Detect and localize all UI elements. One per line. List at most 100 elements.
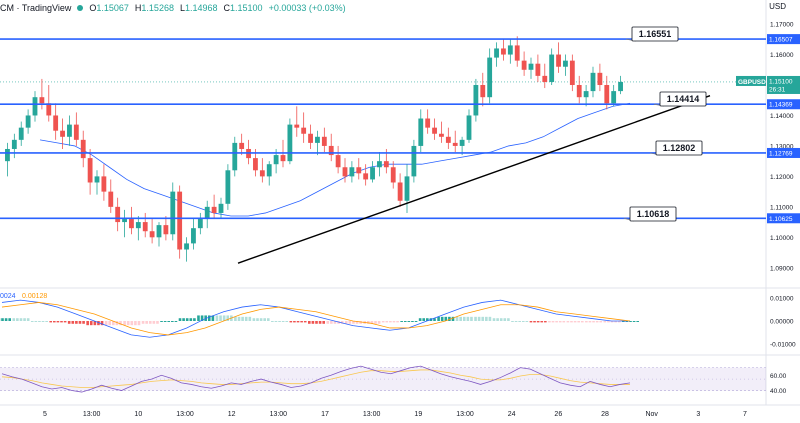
macd-histogram-bar	[536, 321, 540, 323]
macd-readout-signal: 0.00128	[22, 293, 47, 300]
rsi-tick-label: 60.00	[770, 373, 787, 380]
macd-histogram-bar	[570, 321, 573, 323]
bar-countdown-label: 26:31	[769, 86, 786, 93]
chart-title: CM · TradingView	[0, 3, 72, 13]
candle-body	[480, 85, 486, 98]
candle-body	[301, 127, 307, 134]
macd-histogram-bar	[38, 321, 41, 322]
candle-body	[115, 206, 121, 223]
level-price-tag	[767, 213, 800, 224]
macd-histogram-bar	[326, 321, 330, 324]
macd-histogram-bar	[219, 315, 222, 321]
candle-body	[135, 222, 141, 229]
macd-histogram-bar	[614, 321, 617, 323]
macd-histogram-bar	[134, 321, 137, 326]
macd-histogram-bar	[108, 321, 112, 326]
candle-body	[439, 133, 444, 137]
candle-body	[39, 97, 45, 104]
macd-histogram-bar	[418, 318, 422, 321]
macd-histogram-bar	[496, 318, 499, 321]
macd-histogram-bar	[481, 316, 485, 321]
candle-body	[507, 45, 513, 55]
candle-body	[349, 167, 355, 177]
price-tick-label: 1.16000	[770, 52, 794, 59]
macd-histogram-bar	[459, 316, 462, 321]
macd-histogram-bar	[97, 321, 100, 326]
candle-body	[259, 170, 265, 177]
macd-histogram-bar	[234, 316, 237, 321]
macd-histogram-bar	[433, 318, 436, 321]
macd-histogram-bar	[507, 318, 510, 321]
macd-histogram-bar	[241, 316, 244, 321]
time-tick-label: 13:00	[270, 411, 288, 418]
macd-histogram-bar	[315, 321, 318, 324]
time-tick-label: 3	[696, 411, 700, 418]
macd-histogram-bar	[53, 321, 56, 323]
candle-body	[494, 48, 499, 58]
macd-histogram-bar	[256, 318, 259, 321]
macd-histogram-bar	[263, 318, 266, 321]
macd-histogram-bar	[566, 321, 570, 323]
candle-body	[156, 225, 162, 238]
macd-histogram-bar	[71, 321, 75, 324]
candle-body	[521, 60, 527, 70]
price-tick-label: 1.14000	[770, 113, 794, 120]
candle-body	[445, 136, 451, 143]
macd-histogram-bar	[308, 321, 311, 324]
candle-body	[108, 191, 114, 207]
macd-histogram-bar	[215, 315, 219, 321]
level-price-label: 1.10625	[769, 216, 793, 223]
level-callout-label: 1.10618	[637, 209, 670, 219]
macd-histogram-bar	[75, 321, 78, 324]
macd-histogram-bar	[381, 321, 385, 323]
macd-histogram-bar	[525, 321, 529, 322]
candle-body	[576, 85, 582, 98]
macd-histogram-bar	[148, 321, 152, 324]
candle-body	[73, 124, 79, 140]
candle-body	[473, 85, 479, 116]
candle-body	[466, 115, 472, 140]
candle-body	[11, 139, 17, 149]
macd-histogram-bar	[488, 316, 492, 321]
level-price-label: 1.14369	[769, 102, 793, 109]
macd-histogram-bar	[197, 315, 200, 321]
macd-histogram-bar	[340, 321, 344, 324]
macd-histogram-bar	[610, 321, 614, 323]
macd-histogram-bar	[293, 321, 296, 323]
level-price-tag	[767, 99, 800, 110]
macd-histogram-bar	[271, 321, 274, 322]
candle-body	[377, 161, 382, 168]
macd-histogram-bar	[49, 321, 53, 323]
candle-body	[342, 167, 348, 177]
macd-histogram-bar	[289, 321, 293, 323]
level-price-tag	[767, 147, 800, 158]
price-tick-label: 1.12000	[770, 174, 794, 181]
candle-body	[542, 75, 548, 82]
macd-histogram-bar	[274, 321, 278, 322]
macd-histogram-bar	[222, 315, 226, 321]
ohlc-close: C1.15100	[223, 3, 263, 13]
candle-body	[294, 124, 300, 128]
macd-histogram-bar	[514, 321, 518, 322]
macd-histogram-bar	[333, 321, 337, 324]
candle-body	[604, 85, 610, 104]
time-tick-label: Nov	[645, 411, 658, 418]
macd-histogram-bar	[285, 321, 289, 322]
candle-body	[101, 176, 107, 192]
macd-histogram-bar	[558, 321, 562, 323]
macd-histogram-bar	[544, 321, 547, 323]
macd-histogram-bar	[141, 321, 145, 324]
time-tick-label: 13:00	[363, 411, 381, 418]
candle-body	[308, 133, 313, 143]
candle-body	[218, 203, 224, 213]
macd-histogram-bar	[403, 321, 407, 322]
candle-body	[425, 118, 431, 128]
macd-histogram-bar	[23, 318, 26, 321]
candle-body	[315, 136, 320, 143]
macd-histogram-bar	[492, 318, 496, 321]
macd-histogram-bar	[352, 321, 355, 324]
market-open-dot-icon	[77, 5, 84, 11]
candle-body	[418, 118, 424, 146]
candle-body	[328, 145, 334, 156]
